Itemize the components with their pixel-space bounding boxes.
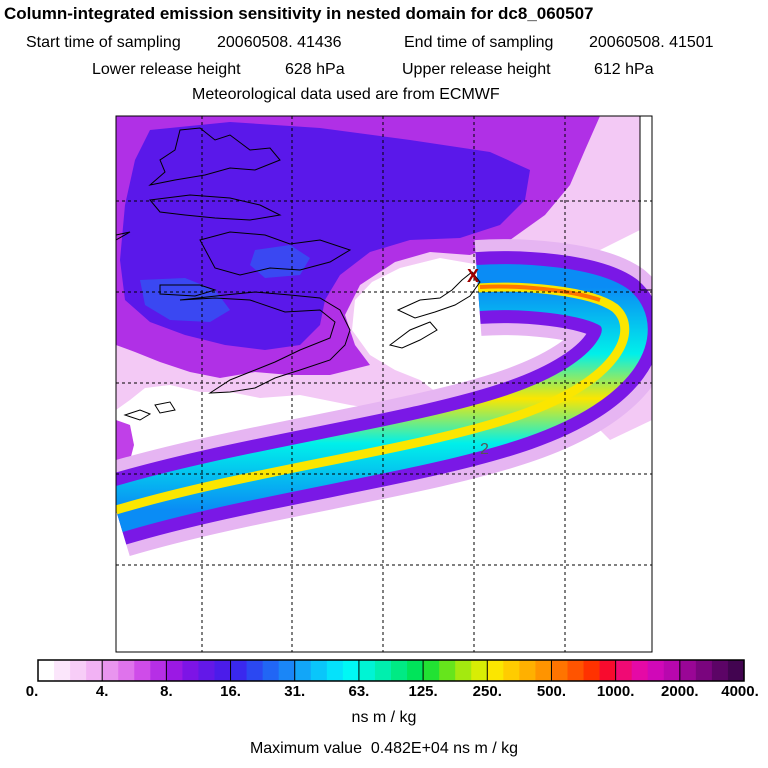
colorbar-cell [358, 660, 376, 681]
colorbar-cell [487, 660, 504, 681]
upper-height-value: 612 hPa [594, 61, 654, 78]
chart-title: Column-integrated emission sensitivity i… [4, 4, 594, 23]
colorbar-tick-label: 0. [25, 683, 39, 700]
sensitivity-region-high [120, 122, 530, 350]
colorbar-cell [535, 660, 553, 681]
start-time-value: 20060508. 41436 [217, 34, 342, 51]
end-time-label: End time of sampling [404, 34, 554, 51]
colorbar-cell [727, 660, 745, 681]
coastline-segment [149, 194, 282, 221]
colorbar-tick-label: 4. [95, 683, 109, 700]
colorbar-cell [423, 660, 440, 681]
colorbar-cell [503, 660, 520, 681]
sensitivity-field: 2 X [116, 116, 652, 652]
colorbar-cell [310, 660, 328, 681]
colorbar-cell [583, 660, 601, 681]
colorbar-cell [647, 660, 665, 681]
coastline-segment [148, 127, 281, 186]
coastline-segment [154, 401, 176, 414]
colorbar-cell [38, 660, 55, 681]
colorbar-cell [278, 660, 296, 681]
colorbar-cell [294, 660, 312, 681]
colorbar-cell [391, 660, 408, 681]
colorbar-cell [118, 660, 135, 681]
colorbar-tick-label: 16. [220, 683, 241, 700]
colorbar-cell [695, 660, 713, 681]
colorbar-cell [631, 660, 649, 681]
colorbar-tick-label: 63. [348, 683, 370, 700]
colorbar-cell [70, 660, 87, 681]
start-time-label: Start time of sampling [26, 34, 181, 51]
coastline-segment [116, 231, 131, 241]
colorbar-tick-label: 500. [536, 683, 567, 700]
colorbar-tick-label: 2000. [661, 683, 699, 700]
colorbar-cell [326, 660, 344, 681]
maximum-value-line: Maximum value 0.482E+04 ns m / kg [0, 740, 768, 758]
colorbar-cell [214, 660, 232, 681]
lat-lon-grid [116, 116, 652, 652]
colorbar [38, 660, 745, 681]
colorbar-cell [150, 660, 167, 681]
colorbar-cell [342, 660, 360, 681]
colorbar-cell [567, 660, 585, 681]
colorbar-cell [54, 660, 71, 681]
coastlines [116, 116, 652, 421]
colorbar-cell [102, 660, 119, 681]
colorbar-cell [679, 660, 697, 681]
map-frame [115, 115, 653, 653]
max-value-label: Maximum value [249, 740, 362, 757]
lower-height-label: Lower release height [92, 61, 241, 78]
coastline-segment [396, 271, 481, 319]
colorbar-cell [615, 660, 633, 681]
contour-label: 2 [480, 441, 489, 458]
coastline-segment [639, 116, 652, 291]
colorbar-units: ns m / kg [351, 709, 417, 726]
lower-height-value: 628 hPa [285, 61, 345, 78]
coastline-segment [179, 291, 351, 394]
colorbar-cell [166, 660, 184, 681]
coastline-segment [388, 321, 438, 349]
colorbar-cell [439, 660, 456, 681]
colorbar-tick-label: 1000. [596, 683, 635, 700]
colorbar-cell [198, 660, 216, 681]
colorbar-tick-label: 250. [472, 683, 502, 700]
colorbar-cell [519, 660, 537, 681]
end-time-value: 20060508. 41501 [589, 34, 714, 51]
colorbar-cell [471, 660, 488, 681]
colorbar-cell [86, 660, 103, 681]
colorbar-cell [262, 660, 280, 681]
colorbar-cell [230, 660, 248, 681]
colorbar-cell [407, 660, 424, 681]
colorbar-cell [246, 660, 264, 681]
colorbar-tick-label: 8. [160, 683, 173, 700]
colorbar-tick-label: 31. [284, 683, 306, 700]
met-data-note: Meteorological data used are from ECMWF [192, 86, 500, 103]
colorbar-cell [551, 660, 569, 681]
coastline-segment [123, 409, 152, 421]
colorbar-cell [182, 660, 200, 681]
colorbar-tick-label: 4000. [721, 683, 759, 700]
colorbar-frame [37, 659, 745, 682]
colorbar-cell [134, 660, 151, 681]
colorbar-cell [374, 660, 392, 681]
colorbar-tick-label: 125. [408, 683, 438, 700]
plume-peak-line [479, 284, 601, 302]
coastline-segment [199, 231, 352, 276]
colorbar-cell [711, 660, 729, 681]
release-location-marker: X [467, 266, 479, 286]
colorbar-cell [663, 660, 681, 681]
colorbar-cell [599, 660, 617, 681]
max-value: 0.482E+04 ns m / kg [370, 740, 519, 757]
colorbar-cell [455, 660, 472, 681]
upper-height-label: Upper release height [402, 61, 551, 78]
colorbar-dividers [101, 660, 681, 681]
